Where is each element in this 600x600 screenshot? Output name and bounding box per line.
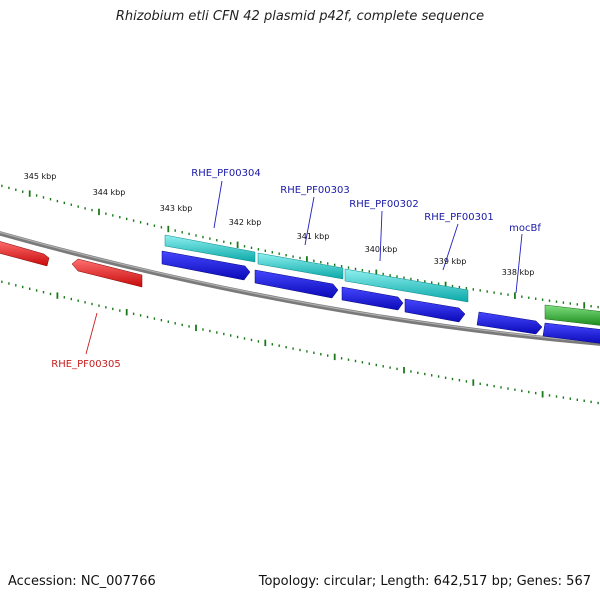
cds-arrow-forward[interactable] (476, 311, 543, 335)
gene-bar[interactable] (344, 268, 469, 303)
backbone-highlight (0, 231, 600, 344)
cds-arrow-reverse[interactable] (0, 240, 50, 267)
ruler-label: 339 kbp (434, 257, 467, 266)
ruler-label: 345 kbp (24, 172, 57, 181)
ruler-label: 341 kbp (297, 232, 330, 241)
gene-track (164, 234, 600, 326)
cds-arrow-reverse[interactable] (71, 258, 143, 288)
ruler-track-outer (1, 184, 599, 309)
cds-arrow-forward[interactable] (404, 298, 466, 323)
gene-bar-green[interactable] (544, 304, 600, 326)
leader-line (304, 196, 315, 246)
cds-reverse-track (0, 240, 143, 288)
gene-bar[interactable] (257, 252, 344, 280)
ruler-label: 344 kbp (93, 188, 126, 197)
map-title: Rhizobium etli CFN 42 plasmid p42f, comp… (115, 9, 485, 24)
leader-line (442, 223, 459, 271)
leader-line (379, 210, 383, 262)
gene-label[interactable]: RHE_PF00303 (280, 185, 349, 196)
leader-line (85, 312, 98, 355)
gene-label[interactable]: RHE_PF00305 (51, 359, 120, 370)
label-leaders (213, 180, 523, 294)
gene-label[interactable]: RHE_PF00304 (191, 168, 260, 179)
ruler-label: 340 kbp (365, 245, 398, 254)
leader-line (213, 180, 223, 229)
summary-text: Topology: circular; Length: 642,517 bp; … (258, 574, 591, 589)
gene-label[interactable]: RHE_PF00302 (349, 199, 418, 210)
ruler-track-inner (1, 280, 599, 405)
ruler-label: 342 kbp (229, 218, 262, 227)
leader-line (515, 233, 523, 294)
cds-arrow-forward[interactable] (161, 250, 251, 281)
ruler-label: 338 kbp (502, 268, 535, 277)
accession-text: Accession: NC_007766 (8, 574, 156, 589)
cds-arrow-forward[interactable] (542, 322, 600, 344)
cds-arrow-forward[interactable] (254, 269, 339, 299)
ruler-label: 343 kbp (160, 204, 193, 213)
gene-label[interactable]: mocBf (509, 223, 541, 234)
cds-arrow-forward[interactable] (341, 286, 404, 311)
gene-bar[interactable] (164, 234, 256, 263)
gene-label[interactable]: RHE_PF00301 (424, 212, 493, 223)
backbone-line (0, 231, 600, 346)
cds-forward-track (161, 250, 600, 344)
